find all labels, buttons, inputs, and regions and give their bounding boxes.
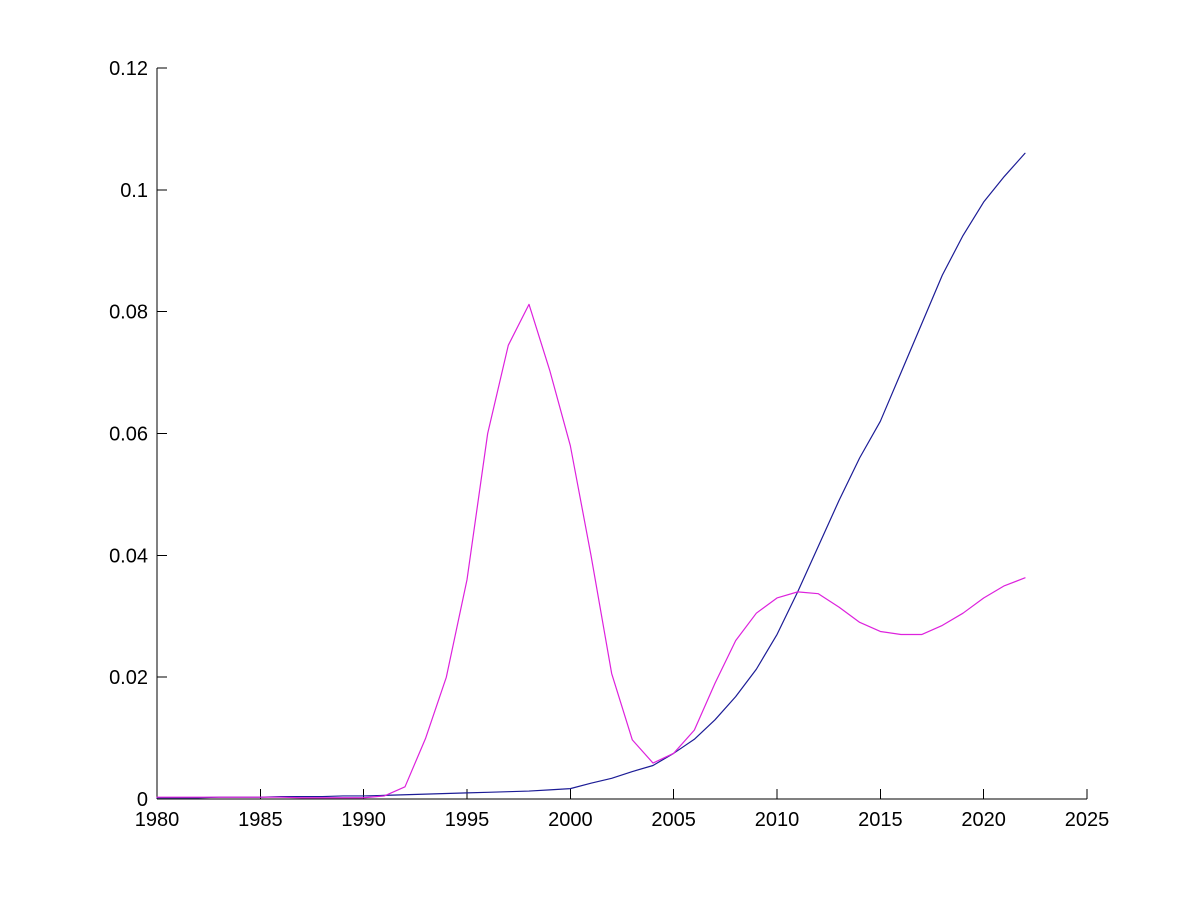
y-axis-tick-label: 0 (137, 789, 148, 811)
x-axis-tick-label: 2015 (858, 809, 903, 831)
x-axis-tick-label: 2025 (1065, 809, 1110, 831)
y-axis-tick-label: 0.04 (109, 545, 148, 567)
x-axis-tick-label: 2005 (651, 809, 696, 831)
y-axis-tick-label: 0.1 (120, 180, 148, 202)
x-axis-tick-label: 1985 (238, 809, 283, 831)
y-axis-tick-label: 0.12 (109, 58, 148, 80)
x-axis-tick-label: 1995 (445, 809, 490, 831)
y-axis-tick-label: 0.06 (109, 424, 148, 446)
magenta-line (156, 303, 1026, 799)
x-axis-tick-label: 2020 (961, 809, 1006, 831)
x-axis-tick-label: 1980 (135, 809, 180, 831)
dark-blue-line (156, 152, 1026, 799)
x-axis-tick-label: 2000 (548, 809, 593, 831)
y-axis-tick-label: 0.08 (109, 302, 148, 324)
y-axis-tick-label: 0.02 (109, 667, 148, 689)
x-axis-tick-label: 1990 (341, 809, 386, 831)
x-axis-tick-label: 2010 (755, 809, 800, 831)
